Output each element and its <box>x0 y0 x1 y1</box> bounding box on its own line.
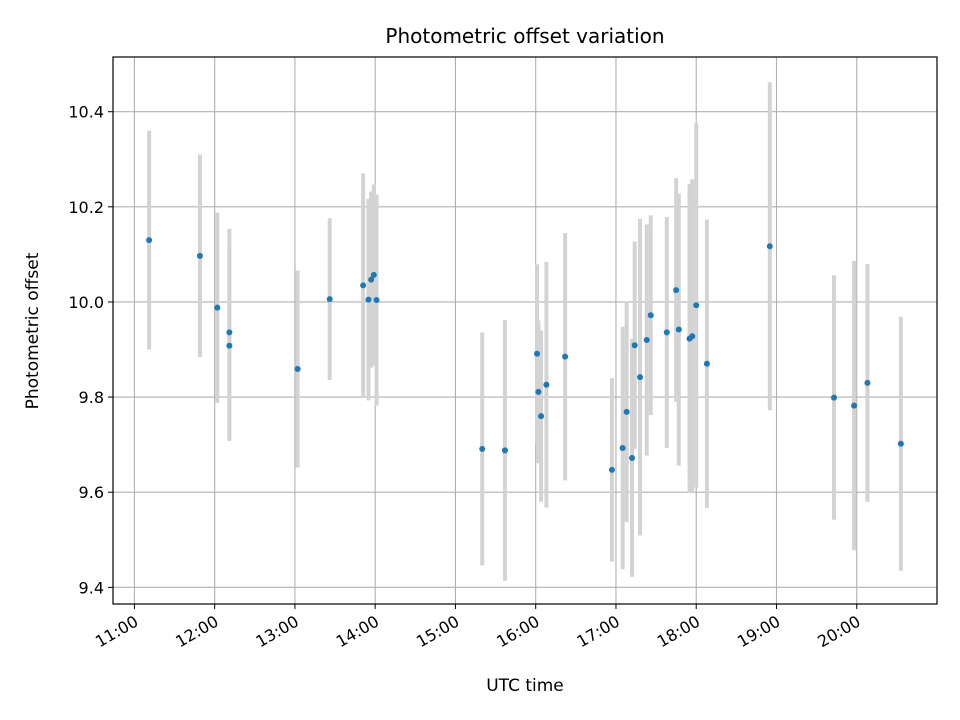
data-point <box>851 402 858 409</box>
data-point <box>647 312 654 319</box>
y-axis-label: Photometric offset <box>23 252 43 409</box>
x-tick-label: 17:00 <box>574 612 623 652</box>
x-tick-label: 13:00 <box>252 612 301 652</box>
data-point <box>370 271 377 278</box>
y-tick-label: 9.8 <box>79 388 104 407</box>
data-point <box>663 329 670 336</box>
data-point <box>631 342 638 349</box>
data-point <box>196 252 203 259</box>
x-axis-ticks: 11:00 12:00 13:00 14:00 15:00 16:00 17:00 18:00… <box>92 604 864 651</box>
y-tick-label: 10.4 <box>68 103 104 122</box>
data-point <box>535 388 542 395</box>
data-point <box>675 326 682 333</box>
x-tick-label: 15:00 <box>413 612 462 652</box>
data-point <box>637 374 644 381</box>
x-tick-label: 12:00 <box>172 612 221 652</box>
data-point <box>623 408 630 415</box>
data-point <box>538 413 545 420</box>
data-point <box>146 237 153 244</box>
data-point <box>534 350 541 357</box>
chart-title: Photometric offset variation <box>385 24 664 48</box>
data-point <box>294 366 301 373</box>
x-tick-label: 11:00 <box>92 612 141 652</box>
data-point <box>226 342 233 349</box>
data-point <box>693 302 700 309</box>
data-point <box>608 466 615 473</box>
data-point <box>831 394 837 401</box>
x-tick-label: 20:00 <box>814 612 863 652</box>
y-axis-ticks: 9.4 9.6 9.8 10.0 10.2 10.4 <box>68 103 113 597</box>
data-point <box>864 379 871 386</box>
data-point <box>703 360 710 367</box>
y-tick-label: 9.4 <box>79 578 104 597</box>
data-point <box>643 337 650 344</box>
data-point <box>562 353 569 360</box>
data-point <box>373 297 380 304</box>
data-points <box>146 237 904 473</box>
data-point <box>365 296 372 303</box>
data-point <box>619 444 626 451</box>
plot-frame <box>112 56 938 605</box>
x-tick-label: 18:00 <box>654 612 703 652</box>
error-bars <box>147 82 903 581</box>
data-point <box>766 243 773 250</box>
data-point <box>689 333 696 340</box>
data-point <box>226 329 233 336</box>
data-point <box>543 381 550 388</box>
grid-lines <box>113 57 937 604</box>
data-point <box>326 296 333 303</box>
y-tick-label: 9.6 <box>79 483 104 502</box>
data-point <box>214 304 221 311</box>
x-tick-label: 16:00 <box>493 612 542 652</box>
data-point <box>501 447 508 454</box>
data-point <box>673 287 680 294</box>
data-point <box>368 276 375 283</box>
data-point <box>360 282 367 289</box>
x-axis-label: UTC time <box>486 676 564 696</box>
data-point <box>479 445 486 452</box>
data-point <box>897 440 904 447</box>
y-tick-label: 10.0 <box>68 293 104 312</box>
x-tick-label: 19:00 <box>734 612 783 652</box>
data-point <box>629 454 636 461</box>
x-tick-label: 14:00 <box>333 612 382 652</box>
y-tick-label: 10.2 <box>68 198 104 217</box>
